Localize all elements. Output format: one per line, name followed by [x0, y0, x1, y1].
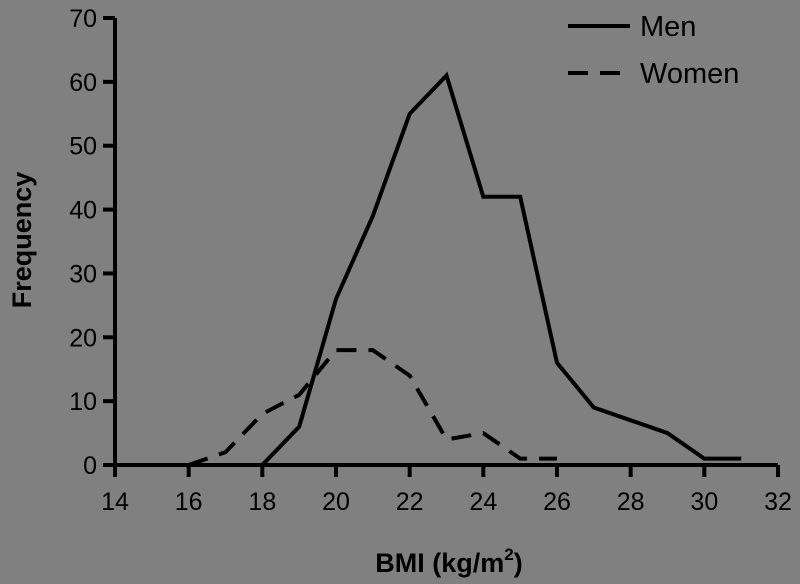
legend-label-women: Women [640, 58, 739, 90]
x-tick-label: 28 [617, 488, 645, 516]
x-axis-title: BMI (kg/m2) [375, 545, 522, 578]
series-line-men [260, 71, 742, 467]
y-tick-label: 20 [69, 324, 97, 352]
x-tick-label: 22 [396, 488, 424, 516]
x-tick-label: 24 [469, 488, 497, 516]
y-tick-label: 0 [83, 452, 97, 480]
series-line-women [188, 348, 557, 467]
x-tick-label: 18 [248, 488, 276, 516]
y-tick-label: 60 [69, 69, 97, 97]
x-axis: 14 16 18 20 22 24 26 28 30 32 [101, 463, 792, 516]
legend: Men Women [568, 11, 739, 90]
x-tick-label: 26 [543, 488, 571, 516]
x-axis-title-superscript: 2 [504, 545, 513, 564]
x-tick-label: 20 [322, 488, 350, 516]
y-axis: 0 10 20 30 40 50 60 70 [69, 5, 117, 480]
y-tick-label: 30 [69, 260, 97, 288]
x-tick-label: 30 [690, 488, 718, 516]
y-tick-label: 40 [69, 197, 97, 225]
y-tick-label: 10 [69, 388, 97, 416]
legend-label-men: Men [640, 11, 696, 43]
y-tick-label: 70 [69, 5, 97, 33]
series-layer [188, 71, 742, 467]
y-axis-title: Frequency [7, 172, 37, 309]
x-tick-label: 16 [175, 488, 203, 516]
x-tick-label: 14 [101, 488, 129, 516]
x-axis-title-suffix: ) [514, 548, 523, 578]
x-tick-label: 32 [764, 488, 792, 516]
y-tick-label: 50 [69, 133, 97, 161]
